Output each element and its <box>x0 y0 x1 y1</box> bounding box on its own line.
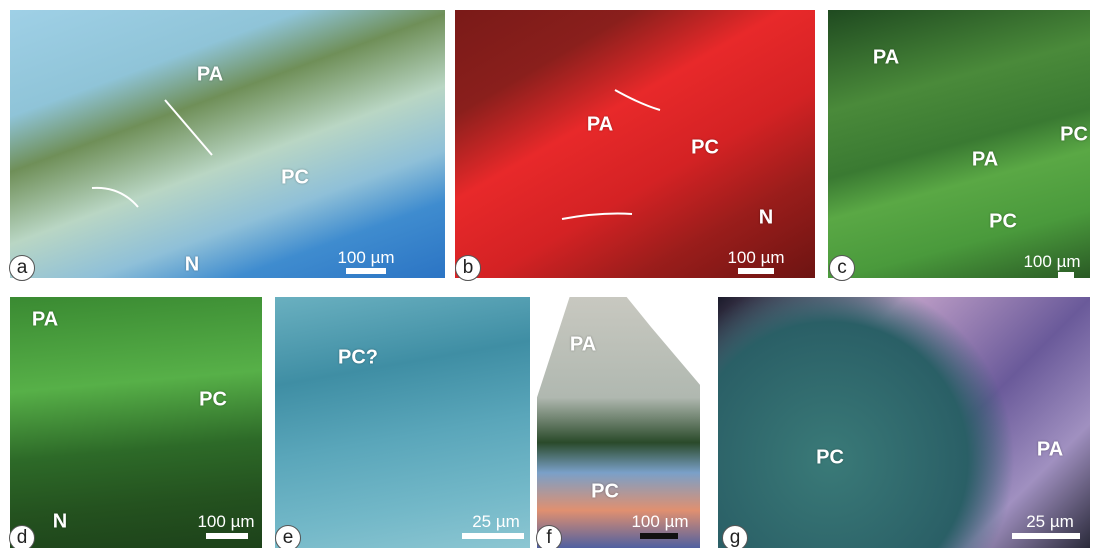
scale-bar <box>738 268 774 274</box>
panel-letter: b <box>455 255 481 281</box>
panel-letter: e <box>275 525 301 548</box>
panel-letter: d <box>9 525 35 548</box>
trace <box>614 89 661 111</box>
label: PA <box>31 308 59 331</box>
panel-e <box>275 297 530 548</box>
label: PA <box>569 333 597 356</box>
scale-bar <box>462 533 524 539</box>
panel-a <box>10 10 445 278</box>
panel-b <box>455 10 815 278</box>
label: PA <box>586 113 614 136</box>
scale-bar <box>206 533 248 539</box>
scale-text: 100 µm <box>337 248 395 267</box>
scale-text: 100 µm <box>1023 252 1081 271</box>
trace <box>91 186 139 208</box>
scale-bar <box>1058 272 1074 278</box>
scale-bar <box>346 268 386 274</box>
label: PC <box>1060 123 1088 146</box>
label: PC <box>591 480 619 503</box>
label: PC? <box>338 346 378 369</box>
scale-bar <box>1012 533 1080 539</box>
label: PC <box>281 166 309 189</box>
scale-text: 25 µm <box>472 512 520 531</box>
trace <box>164 99 213 156</box>
panel-letter: f <box>536 525 562 548</box>
panel-letter: c <box>829 255 855 281</box>
label: PC <box>989 210 1017 233</box>
scale-text: 100 µm <box>197 512 255 531</box>
trace <box>561 212 633 220</box>
label: PA <box>872 46 900 69</box>
panel-g <box>718 297 1090 548</box>
scale-text: 100 µm <box>631 512 689 531</box>
scale-bar <box>640 533 678 539</box>
label: PA <box>1036 438 1064 461</box>
panel-d <box>10 297 262 548</box>
label: PA <box>971 148 999 171</box>
label: PC <box>691 136 719 159</box>
label: N <box>52 510 68 533</box>
label: PA <box>196 63 224 86</box>
scale-text: 100 µm <box>727 248 785 267</box>
label: PC <box>199 388 227 411</box>
label: N <box>184 253 200 276</box>
label: N <box>758 206 774 229</box>
panel-letter: a <box>9 255 35 281</box>
panel-letter: g <box>722 525 748 548</box>
label: PC <box>816 446 844 469</box>
panel-c <box>828 10 1090 278</box>
scale-text: 25 µm <box>1026 512 1074 531</box>
